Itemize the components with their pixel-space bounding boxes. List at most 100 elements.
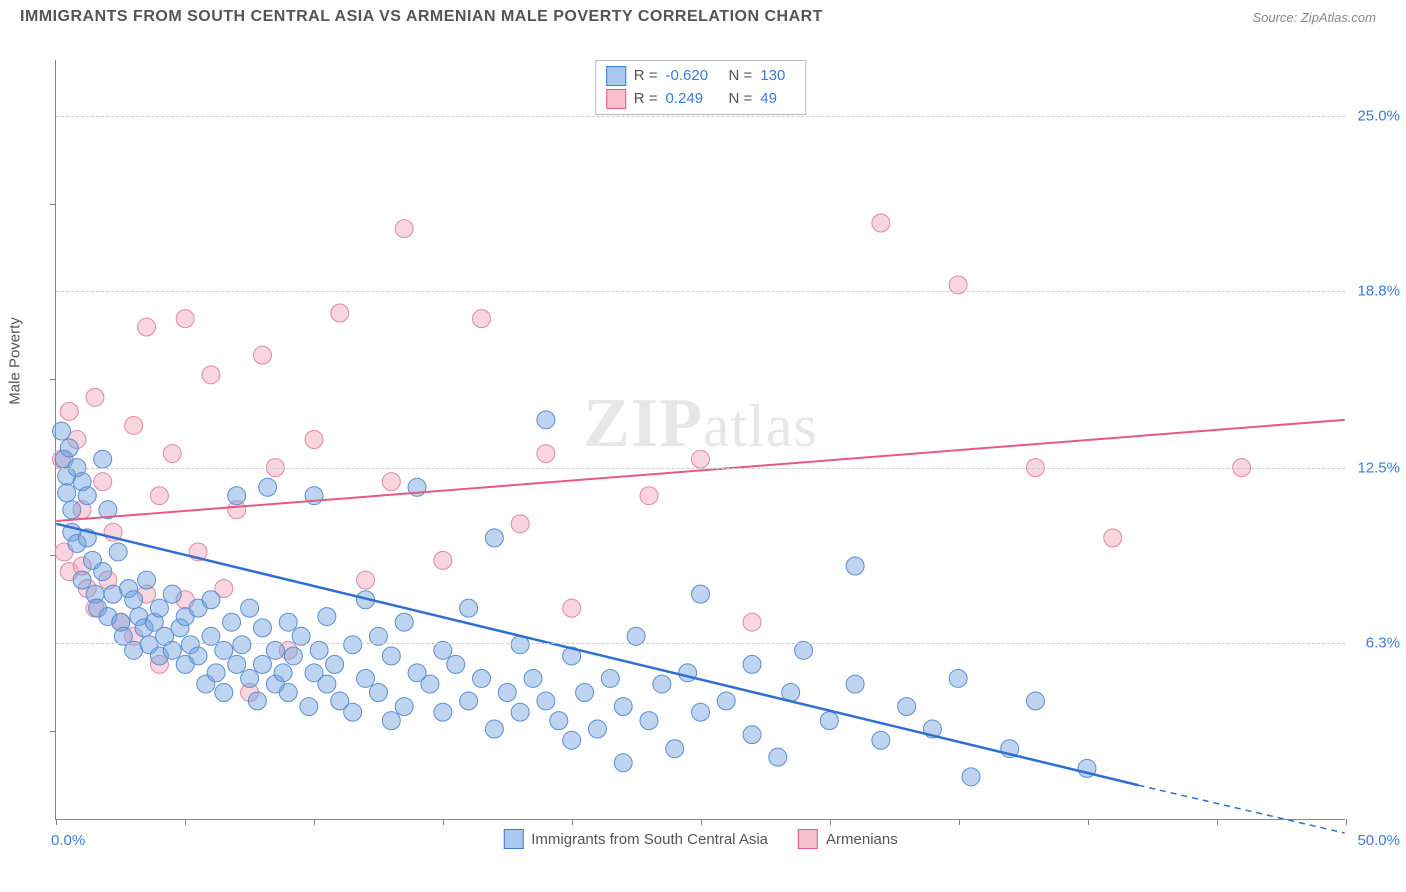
- blue-series-point: [163, 641, 181, 659]
- x-axis-min-label: 0.0%: [51, 832, 85, 849]
- pink-series-point: [563, 599, 581, 617]
- blue-series-point: [743, 726, 761, 744]
- n-label: N =: [729, 88, 753, 111]
- blue-series-point: [717, 692, 735, 710]
- source-attribution: Source: ZipAtlas.com: [1252, 10, 1376, 25]
- pink-series-point: [60, 402, 78, 420]
- legend-swatch-blue: [503, 829, 523, 849]
- blue-series-point: [138, 571, 156, 589]
- y-tick: [50, 555, 56, 556]
- blue-series-point: [653, 675, 671, 693]
- blue-series-point: [318, 675, 336, 693]
- n-value-pink: 49: [760, 88, 795, 111]
- y-tick-label: 6.3%: [1350, 634, 1400, 651]
- series-legend: Immigrants from South Central Asia Armen…: [503, 829, 897, 849]
- pink-series-point: [138, 318, 156, 336]
- correlation-legend: R = -0.620 N = 130 R = 0.249 N = 49: [595, 60, 807, 115]
- pink-series-point: [382, 473, 400, 491]
- y-tick: [50, 379, 56, 380]
- n-value-blue: 130: [760, 65, 795, 88]
- plot-area: ZIPatlas R = -0.620 N = 130 R = 0.249 N …: [55, 60, 1345, 820]
- blue-series-point: [233, 636, 251, 654]
- blue-series-point: [215, 641, 233, 659]
- legend-swatch-pink: [798, 829, 818, 849]
- pink-series-point: [640, 487, 658, 505]
- x-tick: [1346, 819, 1347, 825]
- blue-series-point: [769, 748, 787, 766]
- blue-series-point: [94, 450, 112, 468]
- blue-series-point: [382, 712, 400, 730]
- gridline: [56, 116, 1345, 117]
- blue-series-point: [614, 698, 632, 716]
- blue-series-point: [692, 585, 710, 603]
- blue-series-point: [60, 439, 78, 457]
- blue-series-point: [614, 754, 632, 772]
- x-axis-max-label: 50.0%: [1357, 832, 1400, 849]
- pink-series-point: [1104, 529, 1122, 547]
- blue-series-point: [898, 698, 916, 716]
- legend-row-pink: R = 0.249 N = 49: [606, 88, 796, 111]
- chart-container: Male Poverty ZIPatlas R = -0.620 N = 130…: [20, 40, 1380, 840]
- x-tick: [959, 819, 960, 825]
- blue-series-point: [473, 669, 491, 687]
- blue-series-point: [284, 647, 302, 665]
- r-label: R =: [634, 65, 658, 88]
- blue-series-point: [344, 636, 362, 654]
- y-tick: [50, 731, 56, 732]
- blue-series-point: [743, 655, 761, 673]
- pink-series-point: [125, 416, 143, 434]
- blue-series-point: [253, 655, 271, 673]
- blue-series-point: [109, 543, 127, 561]
- legend-row-blue: R = -0.620 N = 130: [606, 65, 796, 88]
- legend-swatch-pink: [606, 89, 626, 109]
- blue-series-point: [537, 692, 555, 710]
- x-tick: [443, 819, 444, 825]
- pink-series-point: [872, 214, 890, 232]
- pink-series-point: [94, 473, 112, 491]
- y-tick-label: 12.5%: [1350, 460, 1400, 477]
- blue-series-point: [962, 768, 980, 786]
- blue-series-point: [537, 411, 555, 429]
- blue-series-point: [125, 591, 143, 609]
- blue-series-point: [846, 557, 864, 575]
- legend-label-blue: Immigrants from South Central Asia: [531, 831, 768, 848]
- blue-series-point: [485, 529, 503, 547]
- blue-series-point: [73, 571, 91, 589]
- blue-series-point: [666, 740, 684, 758]
- y-tick: [50, 204, 56, 205]
- blue-series-point: [266, 641, 284, 659]
- blue-series-point: [53, 422, 71, 440]
- blue-series-point: [395, 613, 413, 631]
- x-tick: [1217, 819, 1218, 825]
- pink-series-point: [150, 487, 168, 505]
- blue-series-point: [369, 684, 387, 702]
- blue-series-point: [207, 664, 225, 682]
- pink-series-point: [357, 571, 375, 589]
- pink-series-point: [253, 346, 271, 364]
- blue-series-point: [326, 655, 344, 673]
- blue-series-point: [872, 731, 890, 749]
- x-tick: [572, 819, 573, 825]
- legend-item-blue: Immigrants from South Central Asia: [503, 829, 768, 849]
- x-tick: [314, 819, 315, 825]
- y-tick-label: 25.0%: [1350, 108, 1400, 125]
- blue-series-point: [241, 599, 259, 617]
- blue-series-point: [279, 684, 297, 702]
- pink-series-point: [692, 450, 710, 468]
- pink-series-point: [176, 310, 194, 328]
- blue-series-point: [223, 613, 241, 631]
- blue-series-point: [228, 487, 246, 505]
- blue-series-point: [421, 675, 439, 693]
- r-label: R =: [634, 88, 658, 111]
- pink-series-point: [537, 445, 555, 463]
- source-prefix: Source:: [1252, 10, 1300, 25]
- blue-series-point: [640, 712, 658, 730]
- blue-series-point: [58, 484, 76, 502]
- chart-header: IMMIGRANTS FROM SOUTH CENTRAL ASIA VS AR…: [0, 0, 1406, 30]
- blue-series-point: [248, 692, 266, 710]
- blue-series-point: [310, 641, 328, 659]
- blue-series-point: [846, 675, 864, 693]
- blue-series-point: [279, 613, 297, 631]
- pink-series-point: [305, 431, 323, 449]
- source-name: ZipAtlas.com: [1301, 10, 1376, 25]
